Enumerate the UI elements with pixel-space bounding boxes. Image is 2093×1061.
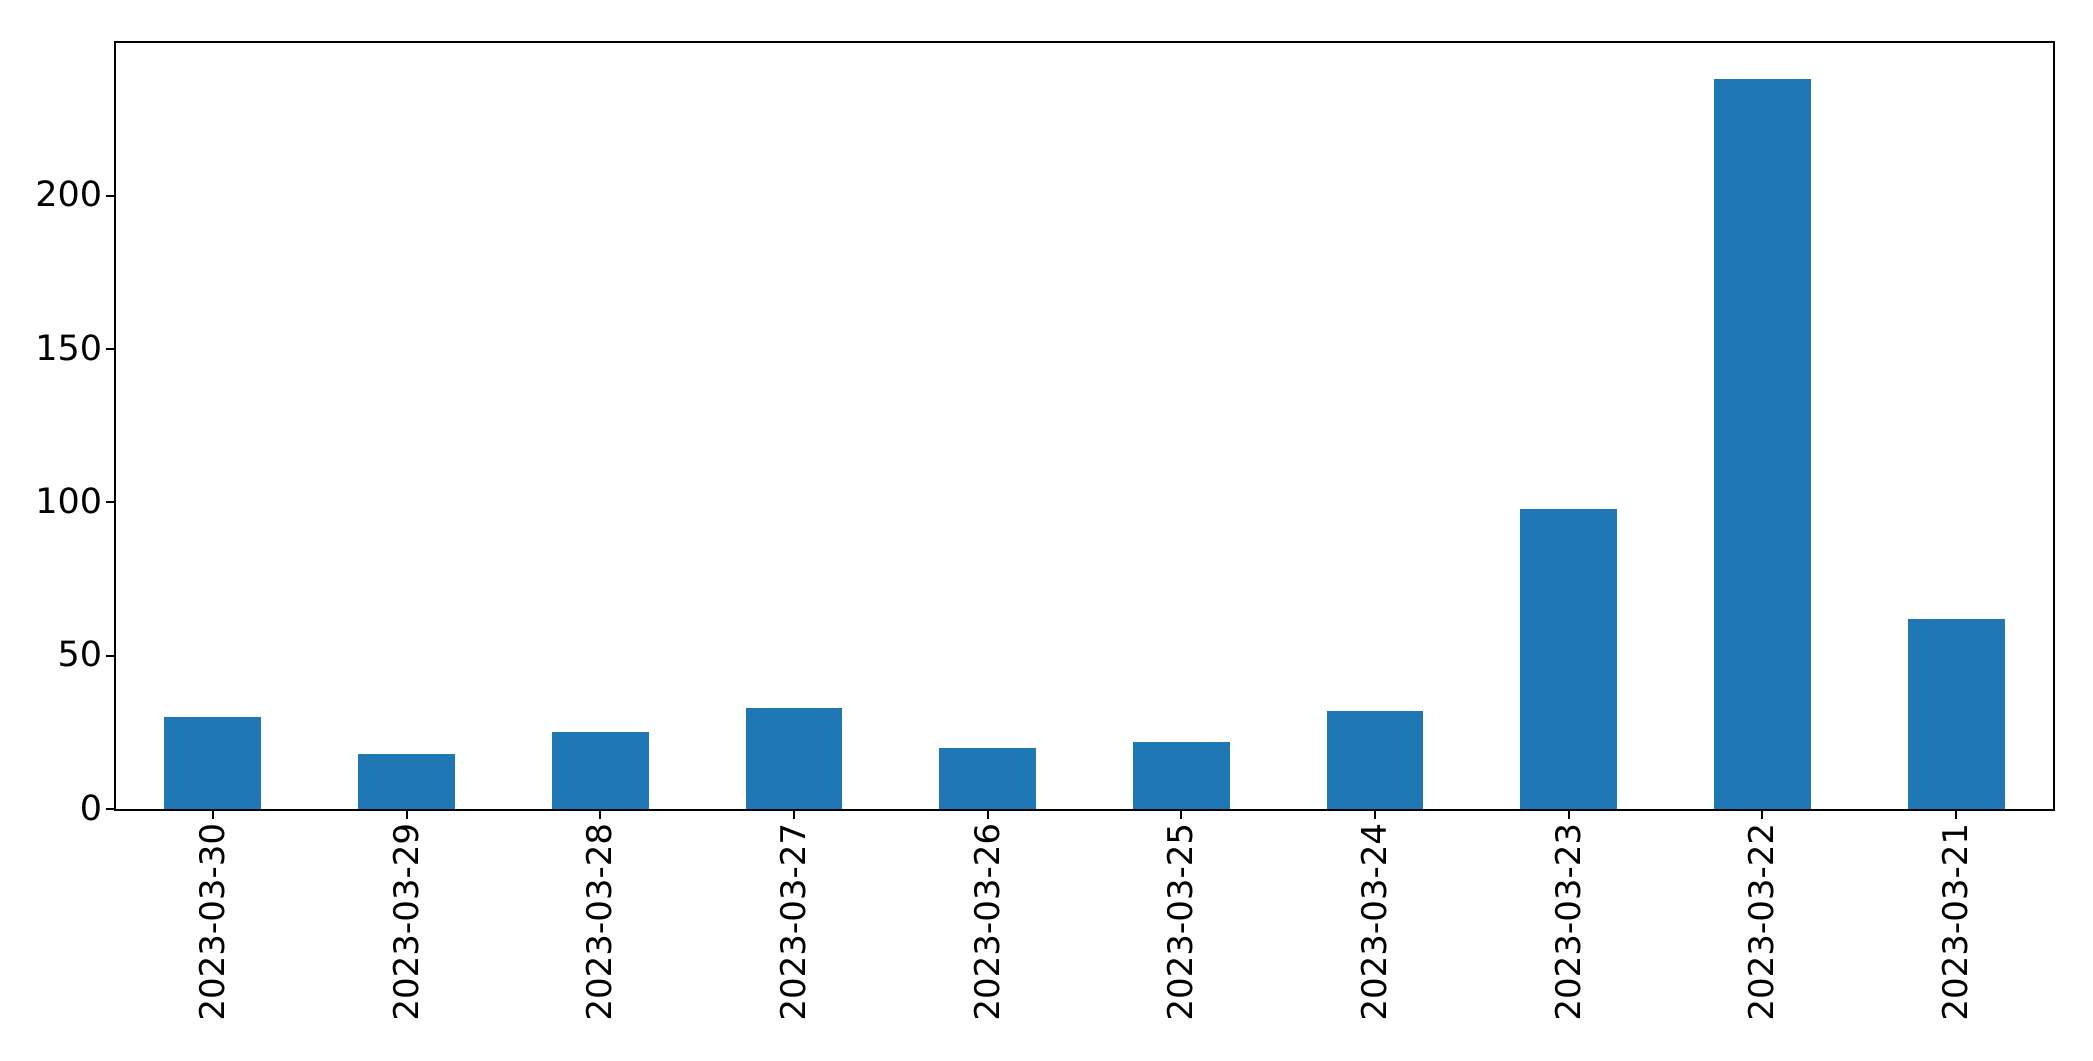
x-tick-label: 2023-03-24	[1355, 823, 1396, 1021]
x-tick-label: 2023-03-25	[1161, 823, 1202, 1021]
y-tick-label: 200	[35, 175, 102, 216]
x-tick-mark	[1374, 811, 1377, 819]
x-tick-mark	[986, 811, 989, 819]
bar-2023-03-28	[551, 732, 649, 809]
y-tick-mark	[106, 501, 114, 504]
y-tick-label: 100	[35, 481, 102, 522]
bar-2023-03-22	[1714, 79, 1811, 809]
y-tick-mark	[106, 808, 114, 810]
bar-2023-03-23	[1520, 508, 1618, 809]
bar-2023-03-24	[1326, 710, 1424, 809]
y-tick-mark	[106, 654, 114, 657]
bar-2023-03-29	[358, 753, 455, 809]
x-tick-mark	[1567, 811, 1570, 819]
x-tick-label: 2023-03-30	[192, 823, 233, 1021]
x-tick-mark	[1761, 811, 1764, 819]
bar-2023-03-21	[1907, 618, 2005, 809]
y-tick-label: 0	[79, 788, 102, 829]
bar-2023-03-26	[939, 747, 1037, 809]
x-tick-label: 2023-03-21	[1936, 823, 1977, 1021]
bar-2023-03-30	[164, 717, 262, 809]
y-tick-mark	[106, 194, 114, 197]
bar-2023-03-27	[745, 707, 843, 809]
x-tick-label: 2023-03-26	[967, 823, 1008, 1021]
x-tick-label: 2023-03-29	[386, 823, 427, 1021]
bar-2023-03-25	[1132, 741, 1230, 809]
x-tick-label: 2023-03-27	[773, 823, 814, 1021]
x-tick-mark	[599, 811, 602, 819]
y-tick-label: 50	[57, 635, 102, 676]
x-tick-mark	[211, 811, 214, 819]
x-tick-label: 2023-03-23	[1548, 823, 1589, 1021]
x-tick-mark	[405, 811, 408, 819]
x-tick-label: 2023-03-28	[580, 823, 621, 1021]
plot-area: 0 50 100 150 200 2023-03-30 2023-03-29 2023-03-…	[35, 41, 2055, 1021]
x-tick-label: 2023-03-22	[1742, 823, 1783, 1021]
y-tick-label: 150	[35, 328, 102, 369]
x-tick-mark	[1955, 811, 1958, 819]
x-tick-mark	[792, 811, 795, 819]
y-tick-mark	[106, 348, 114, 351]
x-tick-mark	[1180, 811, 1183, 819]
